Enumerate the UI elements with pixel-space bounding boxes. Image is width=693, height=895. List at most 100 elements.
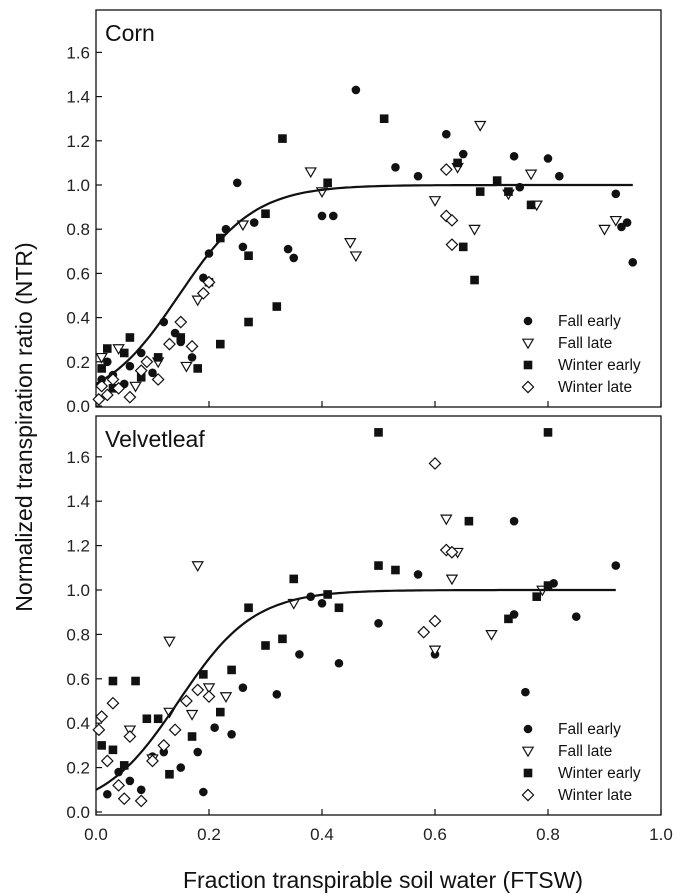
series-winter-late [92,163,459,406]
data-point [238,683,248,692]
series-fall-late [123,514,549,766]
data-point [509,151,519,161]
data-point [129,381,142,393]
data-point [283,244,293,254]
data-point [379,114,389,123]
data-point [112,381,126,395]
data-point [157,738,171,752]
legend-label: Winter late [558,379,632,396]
data-point [428,645,442,657]
y-tick-label: 1.2 [66,537,90,556]
data-point [112,778,126,792]
data-point [439,209,453,223]
data-point [199,787,208,797]
data-point [622,218,632,227]
y-axis-title: Normalized transpiration ratio (NTR) [11,242,37,611]
data-point [439,163,453,176]
data-point [374,428,383,437]
data-point [509,516,519,526]
data-point [168,723,182,737]
y-tick-label: 0.6 [66,264,90,283]
data-point [95,710,109,723]
y-tick-label: 0.0 [66,803,90,822]
legend: Fall early Fall late Winter early Winter la… [521,313,641,396]
data-point [329,211,338,221]
y-tick-label: 1.6 [66,448,90,467]
data-point [543,581,553,590]
data-point [628,258,638,267]
data-point [445,574,459,586]
plot-frame [95,415,662,816]
data-point [136,348,146,358]
data-point [485,629,498,641]
data-point [374,561,383,570]
data-point [317,599,327,608]
data-point [289,253,299,263]
data-point [176,333,186,342]
data-point [179,694,193,708]
data-point [413,171,423,181]
data-point [598,224,611,236]
y-tick-label: 0.0 [66,397,90,416]
legend-label: Winter late [558,787,632,804]
series-winter-late [92,457,459,808]
y-tick-label: 0.2 [66,353,90,372]
data-point [445,213,459,227]
data-point [428,196,442,207]
panels: Corn 0.0 0.2 0.4 0.6 0.8 1.0 1.2 1.4 1.6 Fall earl… [66,9,673,844]
x-tick-label: 0.0 [84,825,108,844]
data-point [351,85,361,95]
data-point [202,275,216,289]
data-point [95,352,108,364]
data-point [185,709,199,721]
data-point [492,176,502,185]
data-point [440,514,453,526]
data-point [442,129,451,139]
legend-marker [523,768,533,778]
data-point [134,364,148,378]
data-point [609,215,623,227]
data-point [317,211,327,221]
legend-marker [523,360,533,370]
data-point [202,690,216,704]
data-point [521,687,530,697]
data-point [304,167,317,179]
data-point [196,286,210,300]
data-point [125,333,135,342]
data-point [249,218,259,227]
data-point [174,315,188,329]
legend-label: Winter early [558,765,641,782]
data-point [227,730,236,739]
data-point [100,754,114,768]
data-point [278,634,287,644]
data-point [555,171,564,181]
data-point [464,516,474,526]
data-point [504,614,513,624]
data-point [187,732,197,741]
data-point [524,169,538,181]
data-point [428,614,442,628]
data-point [216,233,225,243]
data-point [210,723,219,732]
data-point [163,636,176,648]
data-point [244,251,253,261]
data-point [543,154,553,163]
data-point [199,670,208,679]
data-point [295,650,304,659]
data-point [187,353,197,362]
panel-title: Velvetleaf [105,426,205,452]
y-tick-label: 1.6 [66,43,90,62]
y-tick-label: 0.2 [66,759,90,778]
legend-label: Fall late [558,335,612,352]
data-point [151,373,165,386]
data-point [103,344,112,353]
panel-0: Corn 0.0 0.2 0.4 0.6 0.8 1.0 1.2 1.4 1.6 Fall earl… [66,9,662,416]
data-point [202,683,216,695]
data-point [100,388,114,402]
y-tick-label: 0.8 [66,220,90,239]
data-point [244,603,253,613]
data-point [236,220,250,232]
data-point [475,187,485,196]
data-point [261,641,270,650]
